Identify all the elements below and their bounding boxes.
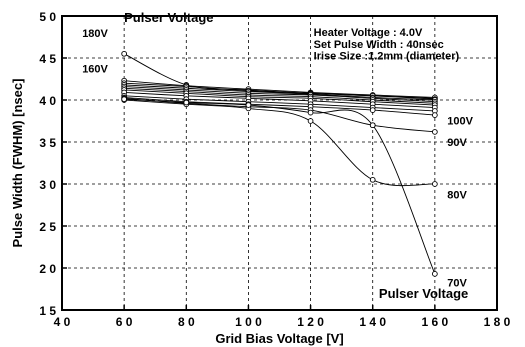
series-line-11 xyxy=(124,99,435,187)
x-tick-label: 1 0 0 xyxy=(235,315,262,329)
y-tick-label: 4 0 xyxy=(39,94,56,108)
series-line-7 xyxy=(124,91,435,109)
x-tick-label: 1 6 0 xyxy=(422,315,449,329)
annotation-label: Pulser Voltage xyxy=(379,286,468,301)
annotation-label: Irise Size :1.2mm (diameter) xyxy=(314,51,460,63)
data-point xyxy=(369,107,376,113)
series-line-4 xyxy=(124,86,435,103)
axis-ticks xyxy=(61,15,498,311)
y-tick-label: 5 0 xyxy=(39,10,56,24)
data-point xyxy=(307,118,314,124)
annotation-label: Heater Voltage : 4.0V xyxy=(314,27,423,39)
annotation-label: 80V xyxy=(447,189,467,201)
series-line-3 xyxy=(124,84,435,101)
series-line-6 xyxy=(124,89,435,106)
series-line-2 xyxy=(124,82,435,100)
annotation-label: 100V xyxy=(447,115,473,127)
data-points xyxy=(121,50,438,277)
data-point xyxy=(245,102,252,108)
data-point xyxy=(432,271,438,277)
y-tick-label: 4 5 xyxy=(39,52,56,66)
series-line-9 xyxy=(124,97,435,116)
tick-labels: 4 0 6 0 8 0 1 0 0 1 2 0 1 4 0 1 6 0 1 8 0 1 5 2 0… xyxy=(39,10,510,329)
annotation-label: Pulser Voltage xyxy=(124,10,213,25)
annotation-label: 160V xyxy=(82,63,108,75)
series-line-12 xyxy=(124,98,436,275)
annotation-label: 90V xyxy=(447,137,467,149)
data-point xyxy=(121,50,127,57)
series-line-10 xyxy=(124,97,435,133)
series-lines xyxy=(123,53,436,275)
y-tick-label: 3 5 xyxy=(39,136,56,150)
annotations: Pulser Voltage Pulser Voltage 180V 160V 100V… xyxy=(82,10,473,301)
x-axis-label: Grid Bias Voltage [V] xyxy=(215,331,343,346)
x-tick-label: 6 0 xyxy=(116,315,133,329)
data-point xyxy=(432,181,438,187)
series-line-8 xyxy=(124,95,435,112)
data-point xyxy=(307,109,314,116)
series-line-1 xyxy=(124,80,435,98)
x-tick-label: 8 0 xyxy=(178,315,195,329)
data-point xyxy=(432,112,438,118)
plot-frame xyxy=(61,15,498,311)
data-point xyxy=(121,96,127,103)
x-tick-label: 1 8 0 xyxy=(484,315,511,329)
y-tick-label: 2 5 xyxy=(39,220,56,234)
y-tick-label: 1 5 xyxy=(39,304,56,318)
data-point xyxy=(369,176,376,183)
data-point xyxy=(432,129,438,135)
y-tick-label: 3 0 xyxy=(39,178,56,192)
series-line-5 xyxy=(124,87,435,104)
annotation-label: 180V xyxy=(82,28,108,40)
annotation-label: 70V xyxy=(447,277,467,289)
y-axis-label: Pulse Width (FWHM) [nsec] xyxy=(10,79,25,248)
x-tick-label: 1 2 0 xyxy=(297,315,324,329)
annotation-label: Set Pulse Width : 40nsec xyxy=(314,39,444,51)
y-tick-label: 2 0 xyxy=(39,262,56,276)
data-point xyxy=(369,122,376,129)
x-tick-label: 1 4 0 xyxy=(359,315,386,329)
x-tick-label: 4 0 xyxy=(54,315,71,329)
data-point xyxy=(183,99,190,106)
